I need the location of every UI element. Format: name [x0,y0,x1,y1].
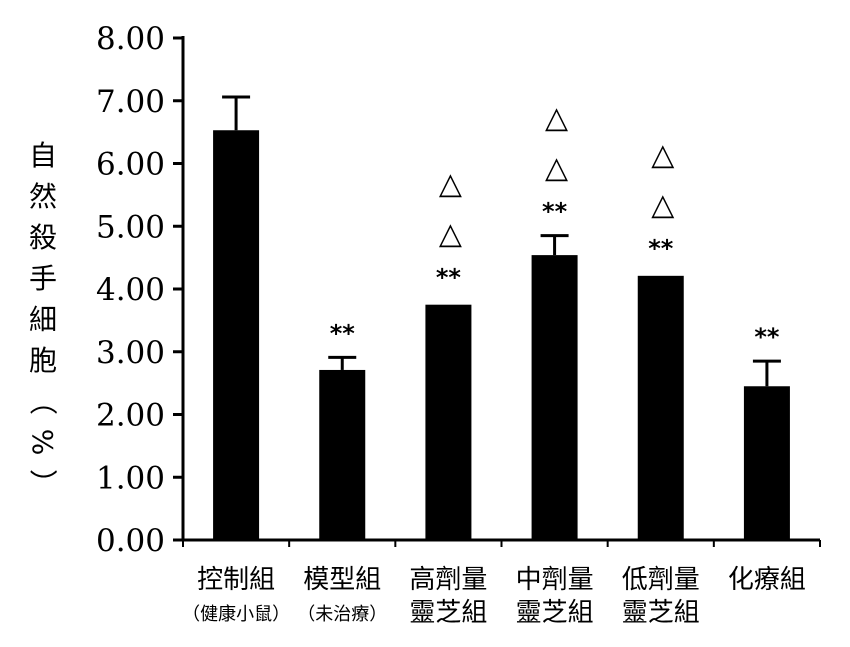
axes [181,36,821,547]
significance-triangle: △ [545,151,568,186]
y-axis-label-char: 然 [29,180,57,213]
bar [743,386,790,540]
x-category-sublabel: （未治療） [297,604,387,625]
bar [319,369,366,540]
x-category-sublabel: （健康小鼠） [182,604,290,625]
significance-star: ** [436,264,462,292]
x-category-sublabel: 靈芝組 [516,598,594,628]
y-axis-label-char: 胞 [29,344,57,377]
y-axis-label-char: 手 [29,262,57,295]
significance-triangle: △ [651,188,674,223]
significance-marks: ** ** △ △ ** △ △ ** △ △ ** [330,101,780,352]
y-tick-label: 4.00 [96,272,165,308]
significance-star: ** [542,198,568,226]
significance-star: ** [754,323,780,351]
y-tick-label: 7.00 [96,84,165,120]
y-axis-label-char: 殺 [29,221,57,254]
y-tick-label: 3.00 [96,335,165,371]
y-axis-label-char: % [26,429,59,456]
bar [637,275,684,540]
y-axis-label-char: 自 [29,139,57,172]
y-tick-label: 0.00 [96,523,165,559]
bar [531,255,578,541]
significance-triangle: △ [439,167,462,202]
significance-triangle: △ [439,217,462,252]
y-tick-label: 6.00 [96,147,165,183]
x-category-sublabel: 靈芝組 [409,598,487,628]
bar [213,130,260,540]
y-tick-label: 2.00 [96,398,165,434]
x-category-label: 高劑量 [409,565,487,595]
y-axis-label-char: （ [26,387,59,415]
x-category-label: 化療組 [728,565,806,595]
y-tick-label: 1.00 [96,460,165,496]
y-tick-label: 5.00 [96,209,165,245]
bar [425,304,472,540]
significance-star: ** [648,235,674,263]
y-tick-label: 8.00 [96,21,165,57]
significance-triangle: △ [545,101,568,136]
bars [213,95,790,541]
x-category-label: 低劑量 [622,565,700,595]
y-axis-label-char: ） [26,469,59,497]
x-category-label: 控制組 [197,565,275,595]
x-category-sublabel: 靈芝組 [622,598,700,628]
x-category-label: 模型組 [303,565,381,595]
y-axis-label-char: 細 [29,303,57,336]
y-ticks: 0.00 1.00 2.00 3.00 4.00 5.00 6.00 7.00 8.00 [96,21,183,559]
x-category-label: 中劑量 [516,565,594,595]
significance-triangle: △ [651,138,674,173]
significance-star: ** [330,319,356,347]
